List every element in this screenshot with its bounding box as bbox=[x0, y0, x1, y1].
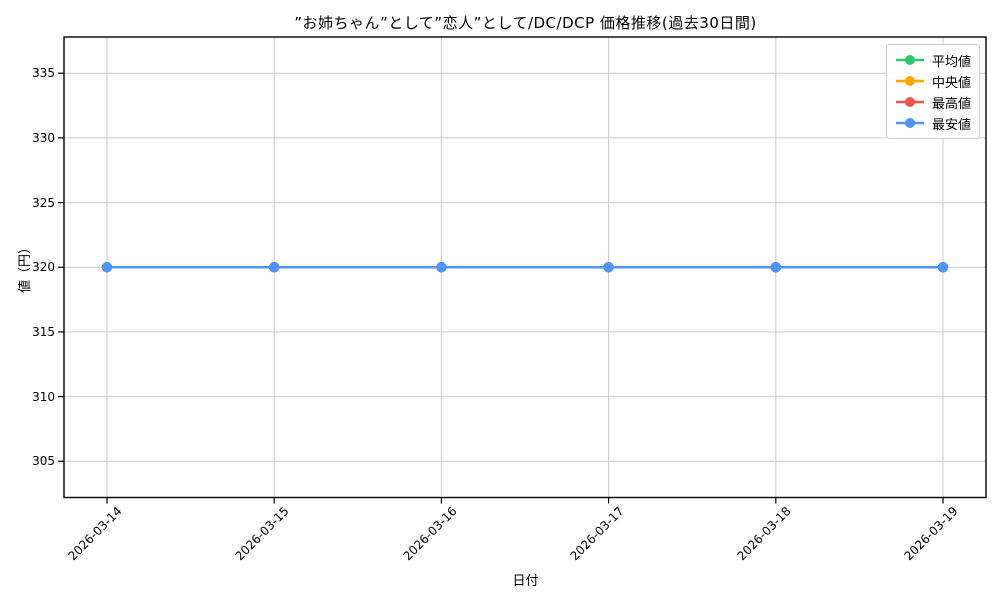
chart-title: ”お姉ちゃん”として”恋人”として/DC/DCP 価格推移(過去30日間) bbox=[294, 14, 757, 32]
legend-label: 中央値 bbox=[932, 75, 972, 91]
y-tick-label: 320 bbox=[32, 260, 55, 275]
legend-line-marker-icon bbox=[896, 118, 924, 128]
series-marker-3 bbox=[101, 262, 113, 273]
legend-line-marker-icon bbox=[896, 97, 924, 107]
y-tick-label: 310 bbox=[32, 389, 55, 404]
series-marker-3 bbox=[770, 262, 781, 273]
legend-label: 最高値 bbox=[932, 96, 972, 112]
series-marker-3 bbox=[603, 262, 614, 273]
legend: 平均値中央値最高値最安値 bbox=[886, 44, 981, 139]
y-axis-label: 値（円） bbox=[18, 240, 33, 294]
series-marker-3 bbox=[937, 262, 949, 273]
series-marker-3 bbox=[436, 262, 447, 273]
legend-item: 最高値 bbox=[895, 92, 971, 112]
legend-item: 平均値 bbox=[895, 50, 971, 70]
legend-item: 中央値 bbox=[895, 71, 971, 91]
y-tick-label: 305 bbox=[32, 454, 55, 469]
legend-line-marker-icon bbox=[896, 76, 924, 86]
legend-item: 最安値 bbox=[895, 113, 971, 133]
series-marker-3 bbox=[269, 262, 280, 273]
y-tick-label: 325 bbox=[32, 195, 55, 210]
y-tick-label: 330 bbox=[32, 130, 55, 145]
legend-label: 最安値 bbox=[932, 117, 972, 133]
x-axis-label: 日付 bbox=[512, 574, 539, 589]
legend-line-marker-icon bbox=[896, 55, 924, 65]
legend-label: 平均値 bbox=[932, 54, 972, 70]
y-tick-label: 335 bbox=[32, 66, 55, 81]
y-tick-label: 315 bbox=[32, 324, 55, 339]
